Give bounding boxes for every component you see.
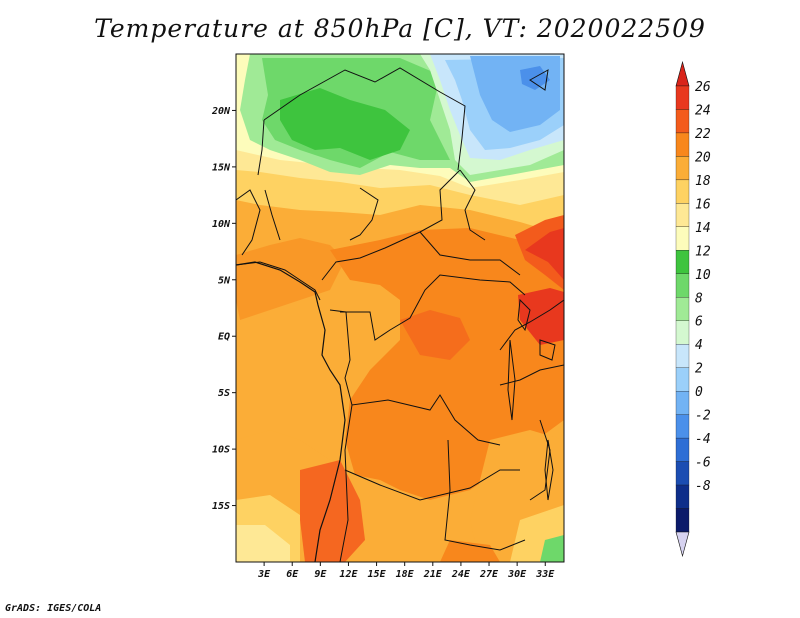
colorbar-swatch bbox=[675, 273, 690, 298]
lake-malawi bbox=[544, 439, 554, 501]
temperature-field bbox=[236, 54, 564, 562]
colorbar-swatch bbox=[675, 132, 690, 157]
lat-tick-label: 10N bbox=[212, 219, 231, 230]
colorbar-swatch bbox=[675, 156, 690, 181]
colorbar-swatch bbox=[675, 85, 690, 110]
colorbar-swatch bbox=[675, 461, 690, 486]
field-16-southwest bbox=[236, 525, 290, 562]
lon-tick-label: 18E bbox=[396, 569, 415, 580]
colorbar-label: -8 bbox=[695, 479, 711, 494]
colorbar-label: 8 bbox=[695, 291, 703, 306]
colorbar-label: -2 bbox=[695, 409, 711, 424]
lat-tick-label: 5S bbox=[218, 388, 230, 399]
lat-tick-label: 5N bbox=[218, 275, 231, 286]
red-sea-coast bbox=[529, 69, 549, 91]
colorbar-swatch bbox=[675, 391, 690, 415]
colorbar-swatch bbox=[675, 414, 690, 439]
lake-victoria bbox=[517, 298, 531, 332]
field-12-southeast bbox=[540, 535, 564, 562]
colorbar-swatch bbox=[675, 484, 690, 509]
lon-tick-label: 21E bbox=[423, 569, 443, 580]
colorbar-label: 24 bbox=[695, 103, 711, 118]
colorbar-swatch bbox=[675, 320, 690, 345]
field-24-southwest bbox=[300, 460, 365, 562]
lon-tick-label: 27E bbox=[479, 569, 499, 580]
colorbar-swatch bbox=[675, 367, 690, 392]
map-title: Temperature at 850hPa [C], VT: 202002250… bbox=[94, 14, 706, 43]
colorbar-swatch bbox=[675, 203, 690, 227]
colorbar-swatch bbox=[675, 297, 690, 321]
colorbar-label: 0 bbox=[695, 385, 703, 400]
colorbar-label: 10 bbox=[695, 268, 711, 283]
colorbar-swatch bbox=[675, 250, 690, 274]
lon-tick-label: 33E bbox=[535, 569, 555, 580]
field-0 bbox=[520, 66, 550, 90]
colorbar-swatch bbox=[675, 109, 690, 134]
colorbar-swatch bbox=[675, 226, 690, 251]
lon-tick-label: 30E bbox=[507, 569, 527, 580]
colorbar-label: 20 bbox=[695, 150, 711, 165]
colorbar-swatch bbox=[675, 344, 690, 368]
lat-tick-label: 20N bbox=[211, 106, 231, 117]
lat-tick-label: 10S bbox=[212, 445, 230, 456]
colorbar-label: 14 bbox=[695, 221, 711, 236]
longitude-axis: 3E 6E 9E 12E 15E 18E 21E 24E 27E 30E 33E bbox=[257, 562, 555, 580]
colorbar-label: 26 bbox=[695, 80, 711, 95]
colorbar-label: -4 bbox=[695, 432, 711, 447]
colorbar-label: 16 bbox=[695, 197, 711, 212]
colorbar-label: 18 bbox=[695, 174, 711, 189]
field-22-west bbox=[236, 238, 345, 320]
lon-tick-label: 15E bbox=[368, 569, 387, 580]
colorbar-label: 6 bbox=[695, 315, 703, 330]
coastline bbox=[236, 261, 346, 562]
lat-tick-label: 15S bbox=[212, 501, 230, 512]
colorbar-top-arrow bbox=[675, 60, 690, 87]
colorbar-label: 4 bbox=[695, 338, 703, 353]
colorbar-swatch bbox=[675, 179, 690, 204]
lon-tick-label: 3E bbox=[257, 569, 271, 580]
colorbar-label: 22 bbox=[695, 127, 711, 142]
colorbar-swatch bbox=[675, 508, 690, 533]
colorbar-label: 2 bbox=[695, 362, 703, 377]
field-22 bbox=[330, 228, 564, 500]
field-26-east bbox=[525, 228, 564, 280]
plot-frame bbox=[235, 53, 565, 563]
lat-tick-label: 15N bbox=[212, 162, 231, 173]
lon-tick-label: 6E bbox=[286, 569, 299, 580]
lat-tick-label: EQ bbox=[218, 332, 230, 343]
field-12b bbox=[280, 88, 410, 160]
field-26-rift bbox=[518, 288, 564, 345]
colorbar-swatch bbox=[675, 437, 690, 462]
lon-tick-label: 9E bbox=[314, 569, 327, 580]
field-24-congo bbox=[400, 310, 470, 360]
colorbar-label: 12 bbox=[695, 244, 711, 259]
country-boundaries bbox=[236, 67, 564, 562]
grads-credit: GrADS: IGES/COLA bbox=[5, 603, 102, 614]
lake-east bbox=[539, 339, 556, 361]
colorbar-label: -6 bbox=[695, 456, 711, 471]
lon-tick-label: 12E bbox=[339, 569, 358, 580]
field-22-south bbox=[440, 540, 500, 562]
lake-tanganyika bbox=[507, 339, 516, 421]
latitude-axis: 20N 15N 10N 5N EQ 5S 10S 15S bbox=[211, 106, 236, 512]
colorbar-bottom-arrow bbox=[675, 531, 690, 558]
lon-tick-label: 24E bbox=[451, 569, 471, 580]
